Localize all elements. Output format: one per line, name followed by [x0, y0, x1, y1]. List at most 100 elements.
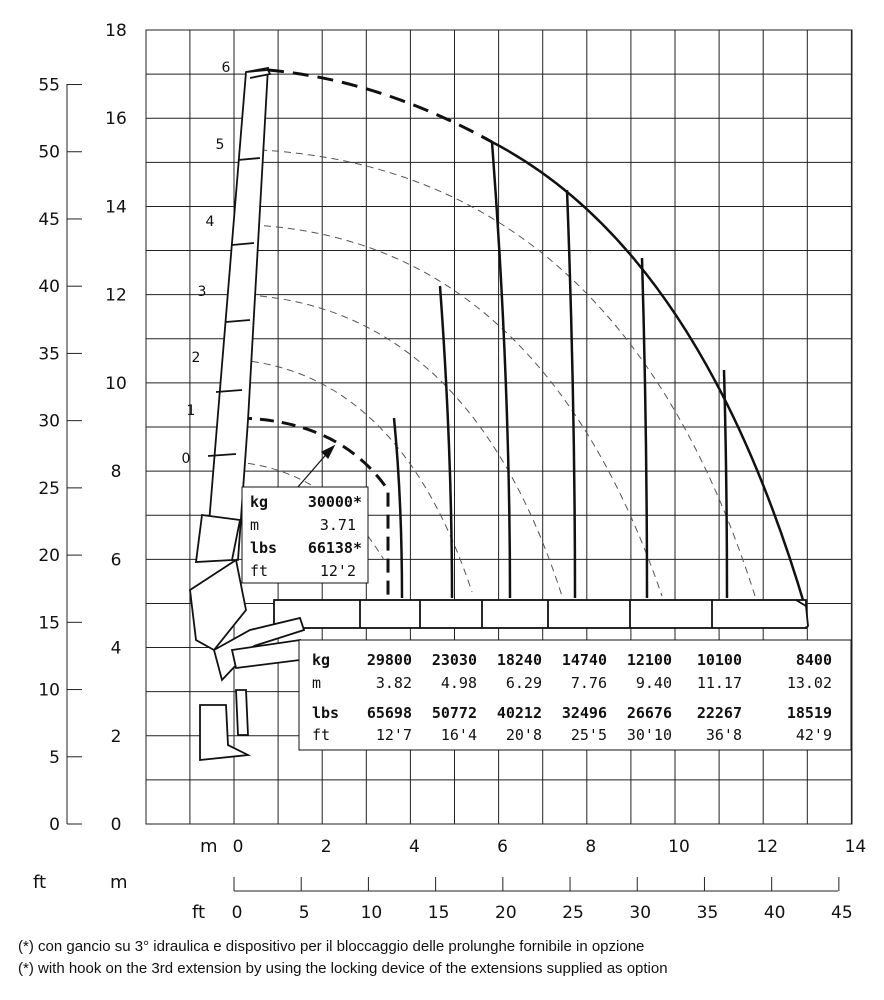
bottom-ft-tick-label: 0: [232, 903, 243, 923]
callout-ft-value: 12'2: [320, 562, 356, 580]
ft-tick-label: 35: [38, 344, 60, 364]
ft-tick-label: 10: [38, 681, 60, 701]
bottom-ft-tick-label: 15: [428, 903, 450, 923]
table-lbs-value: 26676: [627, 704, 672, 722]
load-table: kg m lbs ft 29800 23030 18240 14740 12100 101…: [298, 639, 852, 751]
bottom-m-tick-label: 10: [668, 837, 690, 857]
callout-lbs-value: 66138*: [308, 539, 362, 557]
callout-kg-label: kg: [250, 493, 268, 511]
load-lines: [392, 141, 729, 599]
m-tick-label: 2: [111, 727, 122, 747]
footnote-english: (*) with hook on the 3rd extension by us…: [18, 960, 668, 977]
table-m-value: 3.82: [376, 674, 412, 692]
table-m-value: 6.29: [506, 674, 542, 692]
table-kg-value: 14740: [562, 651, 607, 669]
ft-unit-label: ft: [33, 872, 46, 893]
table-m-label: m: [312, 674, 321, 692]
extension-label: 1: [187, 403, 196, 419]
table-ft-value: 20'8: [506, 726, 542, 744]
bottom-m-tick-label: 8: [585, 837, 596, 857]
table-lbs-label: lbs: [312, 704, 339, 722]
ft-tick-label: 5: [49, 748, 60, 768]
extension-label: 3: [198, 284, 207, 300]
table-m-value: 13.02: [787, 674, 832, 692]
m-tick-label: 0: [111, 815, 122, 835]
table-ft-value: 25'5: [571, 726, 607, 744]
outer-envelope: [491, 140, 808, 611]
bottom-ft-tick-label: 10: [361, 903, 383, 923]
horizontal-boom: [273, 599, 809, 629]
bottom-m-tick-label: 6: [497, 837, 508, 857]
ft-tick-label: 20: [38, 546, 60, 566]
ft-tick-label: 40: [38, 277, 60, 297]
ft-tick-label: 45: [38, 210, 60, 230]
table-ft-label: ft: [312, 726, 330, 744]
table-lbs-value: 18519: [787, 704, 832, 722]
ft-axis-bottom: 0 5 10 15 20 25 30 35 40 45 ft: [192, 877, 853, 923]
extension-label: 5: [216, 137, 225, 153]
m-tick-label: 14: [105, 197, 127, 217]
ft-axis-left: 0 5 10 15 20 25 30 35 40 45 50 55: [38, 76, 82, 835]
bottom-ft-tick-label: 25: [562, 903, 584, 923]
ft-tick-label: 55: [38, 76, 60, 96]
bottom-ft-tick-label: 5: [299, 903, 310, 923]
bottom-m-tick-label: 12: [756, 837, 778, 857]
table-kg-value: 8400: [796, 651, 832, 669]
bottom-m-tick-label: 4: [409, 837, 420, 857]
bottom-ft-tick-label: 35: [697, 903, 719, 923]
callout-lbs-label: lbs: [250, 539, 277, 557]
table-kg-value: 12100: [627, 651, 672, 669]
m-tick-label: 6: [111, 550, 122, 570]
ft-tick-label: 15: [38, 613, 60, 633]
callout-ft-label: ft: [250, 562, 268, 580]
table-lbs-value: 40212: [497, 704, 542, 722]
callout-box: kg 30000* m 3.71 lbs 66138* ft 12'2: [241, 486, 369, 584]
outer-envelope-dashed: [267, 68, 493, 144]
table-m-value: 4.98: [441, 674, 477, 692]
table-ft-value: 42'9: [796, 726, 832, 744]
table-ft-value: 16'4: [441, 726, 477, 744]
table-ft-value: 36'8: [706, 726, 742, 744]
table-kg-label: kg: [312, 651, 330, 669]
footnote-italian: (*) con gancio su 3° idraulica e disposi…: [18, 938, 645, 955]
ft-tick-label: 50: [38, 143, 60, 163]
extension-labels: 0 1 2 3 4 5 6: [182, 60, 231, 467]
table-m-value: 11.17: [697, 674, 742, 692]
m-tick-label: 10: [105, 374, 127, 394]
table-m-value: 9.40: [636, 674, 672, 692]
table-m-value: 7.76: [571, 674, 607, 692]
ft-unit-label-bottom: ft: [192, 902, 205, 923]
m-axis-left-labels: 0 2 4 6 8 10 12 14 16 18: [105, 21, 127, 835]
m-tick-label: 8: [111, 462, 122, 482]
extension-label: 2: [192, 350, 201, 366]
bottom-ft-tick-label: 30: [629, 903, 651, 923]
extension-label: 6: [222, 60, 231, 76]
callout-m-value: 3.71: [320, 516, 356, 534]
crane-column: [189, 66, 306, 761]
table-lbs-value: 50772: [432, 704, 477, 722]
table-kg-value: 29800: [367, 651, 412, 669]
callout-m-label: m: [250, 516, 259, 534]
extension-label: 0: [182, 451, 191, 467]
table-ft-value: 12'7: [376, 726, 412, 744]
table-ft-value: 30'10: [627, 726, 672, 744]
m-tick-label: 16: [105, 109, 127, 129]
inner-envelope: [237, 416, 390, 600]
bottom-m-tick-label: 0: [233, 837, 244, 857]
m-axis-bottom: m 0 2 4 6 8 10 12 14: [200, 836, 866, 857]
table-kg-value: 23030: [432, 651, 477, 669]
bottom-m-tick-label: 2: [321, 837, 332, 857]
extension-label: 4: [206, 214, 215, 230]
table-lbs-value: 22267: [697, 704, 742, 722]
bottom-ft-tick-label: 40: [764, 903, 786, 923]
m-unit-label-2: m: [110, 872, 128, 893]
table-kg-value: 18240: [497, 651, 542, 669]
bottom-ft-tick-label: 20: [495, 903, 517, 923]
ft-tick-label: 30: [38, 412, 60, 432]
m-tick-label: 4: [111, 639, 122, 659]
table-kg-value: 10100: [697, 651, 742, 669]
bottom-ft-tick-label: 45: [831, 903, 853, 923]
table-lbs-value: 65698: [367, 704, 412, 722]
m-unit-label: m: [200, 836, 218, 857]
